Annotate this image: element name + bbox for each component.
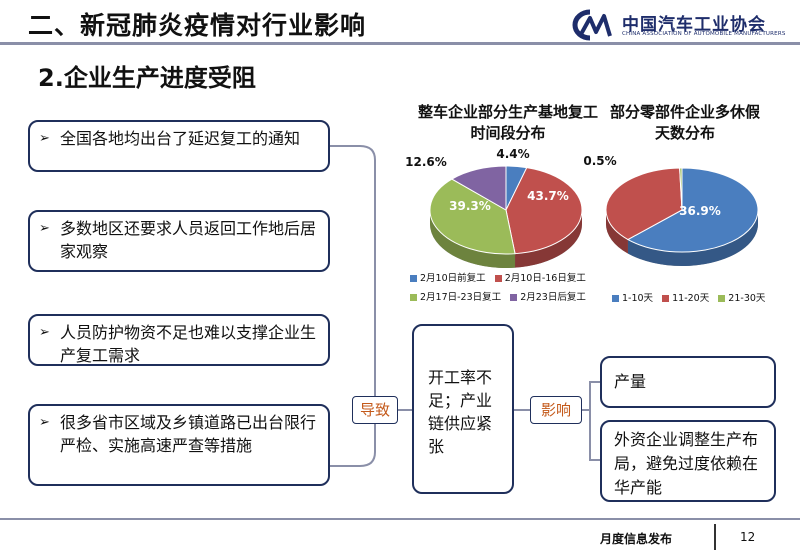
outcome-text-2: 外资企业调整生产布局，避免过度依赖在华产能 bbox=[614, 430, 759, 497]
legend-swatch bbox=[494, 275, 502, 282]
cause-text-1: 全国各地均出台了延迟复工的通知 bbox=[60, 129, 301, 148]
cause-label: 导致 bbox=[352, 396, 398, 424]
page-number: 12 bbox=[740, 530, 756, 544]
title-divider bbox=[0, 42, 800, 45]
logo-text-en: CHINA ASSOCIATION OF AUTOMOBILE MANUFACT… bbox=[622, 31, 786, 37]
cause-text-2: 多数地区还要求人员返回工作地后居家观察 bbox=[60, 219, 317, 261]
pie-2-slice-3 bbox=[679, 167, 683, 211]
pie-1-data-label-4: 12.6% bbox=[405, 155, 447, 169]
arrow-bullet-icon: ➢ bbox=[39, 325, 50, 340]
cause-box-4: ➢ 很多省市区域及乡镇道路已出台限行严检、实施高速严查等措施 bbox=[28, 404, 330, 486]
legend-label: 2月10日前复工 bbox=[420, 273, 486, 284]
legend-swatch bbox=[662, 295, 670, 302]
legend-label: 2月10日-16日复工 bbox=[504, 273, 586, 284]
arrow-bullet-icon: ➢ bbox=[39, 221, 50, 236]
chart-1-legend-row-1: 2月10日前复工 2月10日-16日复工 bbox=[410, 270, 586, 284]
caam-logo-icon bbox=[572, 9, 612, 41]
logo: 中国汽车工业协会 CHINA ASSOCIATION OF AUTOMOBILE… bbox=[560, 8, 800, 44]
arrow-bullet-icon: ➢ bbox=[39, 131, 50, 146]
impact-summary-text: 开工率不足；产业链供应紧张 bbox=[428, 368, 493, 456]
pie-1-slice-2 bbox=[505, 167, 583, 255]
cause-box-3: ➢ 人员防护物资不足也难以支撑企业生产复工需求 bbox=[28, 314, 330, 366]
legend-label: 1-10天 bbox=[622, 293, 654, 304]
outcome-box-2: 外资企业调整生产布局，避免过度依赖在华产能 bbox=[600, 420, 776, 502]
pie-2-data-label-3: 0.5% bbox=[583, 154, 616, 168]
chart-1-legend-row-2: 2月17日-23日复工 2月23日后复工 bbox=[410, 289, 586, 303]
footer-text: 月度信息发布 bbox=[600, 532, 673, 546]
section-subtitle: 2.企业生产进度受阻 bbox=[38, 64, 256, 92]
chart-1-title: 整车企业部分生产基地复工时间段分布 bbox=[418, 103, 599, 142]
legend-swatch bbox=[510, 294, 518, 301]
footer-divider bbox=[0, 518, 800, 520]
effect-label: 影响 bbox=[530, 396, 582, 424]
legend-swatch bbox=[410, 275, 417, 282]
pie-1-data-label-1: 4.4% bbox=[496, 147, 529, 161]
pie-1-data-label-3: 39.3% bbox=[449, 199, 491, 213]
legend-label: 21-30天 bbox=[728, 293, 766, 304]
pie-2-data-label-1: 62.6% bbox=[661, 147, 703, 161]
pie-2-slice-1-side bbox=[627, 210, 758, 266]
legend-label: 11-20天 bbox=[672, 293, 710, 304]
pie-1-slice-3 bbox=[429, 178, 516, 255]
legend-swatch bbox=[612, 295, 619, 302]
pie-1-slice-2-side bbox=[515, 210, 582, 268]
cause-text-3: 人员防护物资不足也难以支撑企业生产复工需求 bbox=[60, 323, 317, 365]
page-title: 二、新冠肺炎疫情对行业影响 bbox=[28, 11, 367, 40]
pie-2-slice-2 bbox=[605, 167, 683, 241]
pie-2-data-label-2: 36.9% bbox=[679, 204, 721, 218]
pie-2-slice-1 bbox=[626, 167, 759, 253]
outcome-box-1: 产量 bbox=[600, 356, 776, 408]
legend-swatch bbox=[410, 294, 417, 301]
chart-2-legend: 1-10天 11-20天 21-30天 bbox=[612, 290, 765, 304]
impact-summary-box: 开工率不足；产业链供应紧张 bbox=[412, 324, 514, 494]
legend-label: 2月17日-23日复工 bbox=[420, 292, 502, 303]
pie-1-data-label-2: 43.7% bbox=[527, 189, 569, 203]
legend-swatch bbox=[718, 295, 726, 302]
footer-separator bbox=[714, 524, 716, 550]
cause-text-4: 很多省市区域及乡镇道路已出台限行严检、实施高速严查等措施 bbox=[60, 413, 317, 455]
legend-label: 2月23日后复工 bbox=[520, 292, 586, 303]
outcome-text-1: 产量 bbox=[614, 372, 647, 391]
arrow-bullet-icon: ➢ bbox=[39, 415, 50, 430]
cause-box-1: ➢ 全国各地均出台了延迟复工的通知 bbox=[28, 120, 330, 172]
chart-2-title: 部分零部件企业多休假天数分布 bbox=[610, 103, 761, 142]
pie-1-slice-4 bbox=[450, 165, 507, 211]
cause-box-2: ➢ 多数地区还要求人员返回工作地后居家观察 bbox=[28, 210, 330, 272]
logo-text-cn: 中国汽车工业协会 bbox=[622, 15, 766, 35]
